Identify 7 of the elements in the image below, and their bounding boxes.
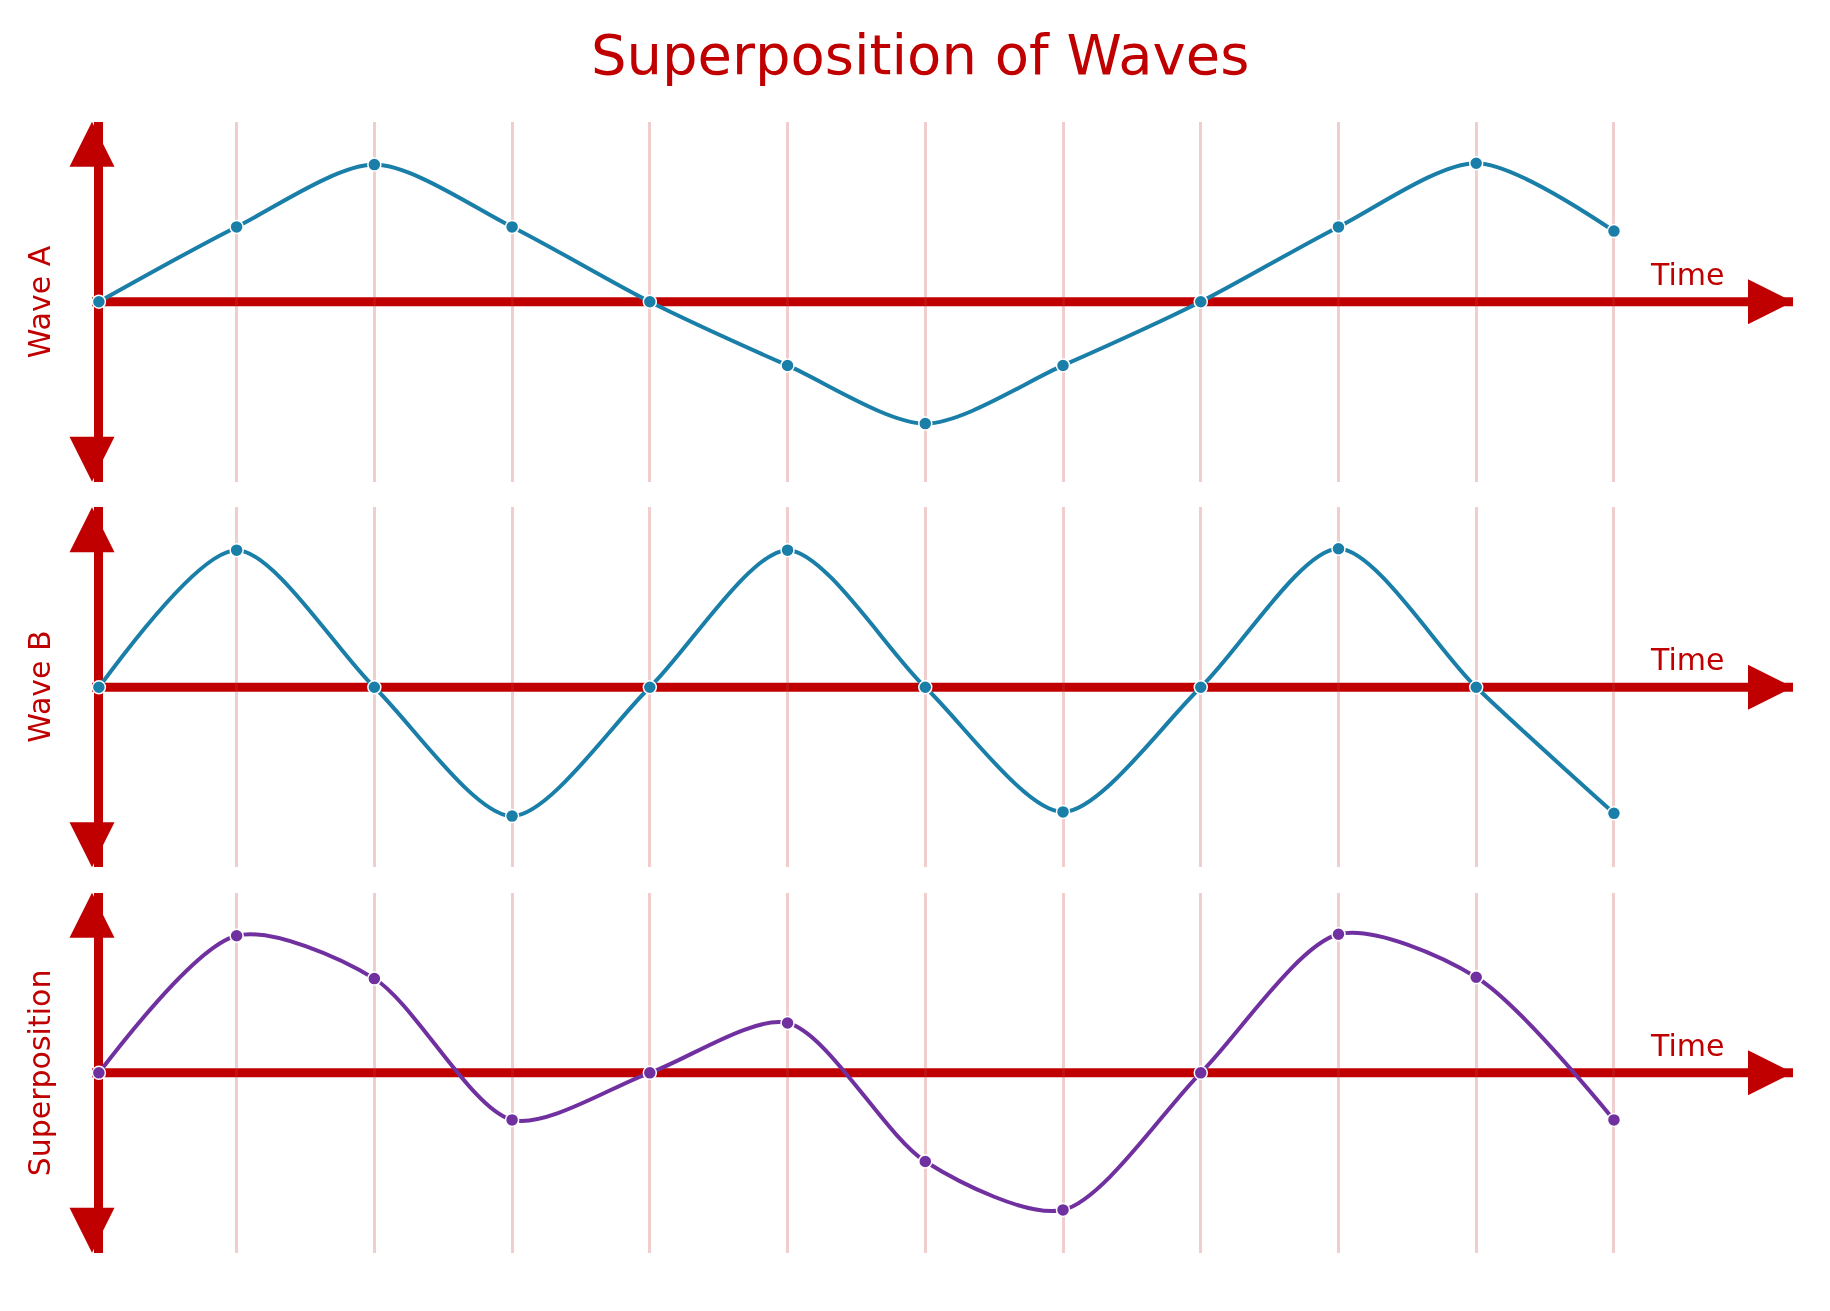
chart-title: Superposition of Waves xyxy=(591,22,1250,87)
x-axis-title: Time xyxy=(1650,257,1725,292)
x-axis-title: Time xyxy=(1650,1028,1725,1063)
x-axis-title: Time xyxy=(1650,642,1725,677)
y-axis-title: Wave B xyxy=(22,630,58,743)
y-axis-title: Wave A xyxy=(21,245,57,359)
y-axis-title: Superposition xyxy=(21,969,57,1177)
